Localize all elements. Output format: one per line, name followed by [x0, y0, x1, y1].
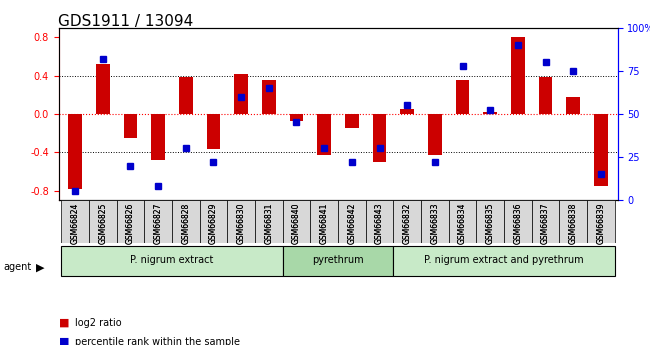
FancyBboxPatch shape: [89, 200, 116, 243]
Text: GSM66837: GSM66837: [541, 202, 550, 244]
Text: GSM66831: GSM66831: [265, 202, 273, 244]
Text: GSM66840: GSM66840: [292, 202, 301, 244]
Bar: [594, 114, 608, 186]
Text: GSM66842: GSM66842: [347, 202, 356, 244]
Text: ■: ■: [58, 337, 69, 345]
Bar: [484, 112, 497, 114]
Text: GSM66825: GSM66825: [98, 202, 107, 244]
Text: P. nigrum extract: P. nigrum extract: [130, 256, 214, 265]
FancyBboxPatch shape: [116, 200, 144, 243]
FancyBboxPatch shape: [283, 200, 310, 243]
Bar: [345, 114, 359, 128]
FancyBboxPatch shape: [366, 200, 393, 243]
Bar: [68, 114, 82, 189]
Text: GSM66828: GSM66828: [181, 202, 190, 244]
Text: GSM66826: GSM66826: [126, 202, 135, 244]
FancyBboxPatch shape: [448, 200, 476, 243]
FancyBboxPatch shape: [283, 246, 393, 276]
Text: P. nigrum extract and pyrethrum: P. nigrum extract and pyrethrum: [424, 256, 584, 265]
Bar: [151, 114, 165, 160]
Text: GSM66833: GSM66833: [430, 202, 439, 244]
Text: GSM66835: GSM66835: [486, 202, 495, 244]
Bar: [456, 80, 469, 114]
Text: ■: ■: [58, 318, 69, 328]
Text: GSM66834: GSM66834: [458, 202, 467, 244]
Text: log2 ratio: log2 ratio: [75, 318, 122, 328]
Bar: [428, 114, 442, 155]
FancyBboxPatch shape: [393, 200, 421, 243]
Text: ▶: ▶: [36, 263, 44, 272]
Text: GSM66839: GSM66839: [597, 202, 605, 244]
Text: GSM66840: GSM66840: [292, 202, 301, 244]
Text: GSM66842: GSM66842: [347, 202, 356, 244]
FancyBboxPatch shape: [200, 200, 227, 243]
Text: GSM66836: GSM66836: [514, 202, 523, 244]
Text: GSM66825: GSM66825: [98, 202, 107, 244]
Text: GSM66833: GSM66833: [430, 202, 439, 244]
Text: GSM66836: GSM66836: [514, 202, 523, 244]
Bar: [207, 114, 220, 149]
Bar: [400, 109, 414, 114]
FancyBboxPatch shape: [61, 200, 89, 243]
FancyBboxPatch shape: [393, 246, 615, 276]
FancyBboxPatch shape: [587, 200, 615, 243]
Bar: [372, 114, 387, 162]
Text: GDS1911 / 13094: GDS1911 / 13094: [58, 14, 194, 29]
Bar: [262, 80, 276, 114]
Text: GSM66837: GSM66837: [541, 202, 550, 244]
Text: agent: agent: [3, 263, 31, 272]
Text: GSM66835: GSM66835: [486, 202, 495, 244]
Text: pyrethrum: pyrethrum: [312, 256, 364, 265]
Bar: [234, 73, 248, 114]
Text: GSM66843: GSM66843: [375, 202, 384, 244]
FancyBboxPatch shape: [532, 200, 560, 243]
Bar: [96, 64, 110, 114]
Text: GSM66843: GSM66843: [375, 202, 384, 244]
Bar: [124, 114, 137, 138]
Text: GSM66831: GSM66831: [265, 202, 273, 244]
Bar: [179, 77, 192, 114]
FancyBboxPatch shape: [310, 200, 338, 243]
Text: GSM66827: GSM66827: [153, 202, 162, 244]
FancyBboxPatch shape: [338, 200, 366, 243]
Bar: [317, 114, 331, 155]
Bar: [511, 37, 525, 114]
Text: GSM66839: GSM66839: [597, 202, 605, 244]
FancyBboxPatch shape: [560, 200, 587, 243]
Text: GSM66829: GSM66829: [209, 202, 218, 244]
FancyBboxPatch shape: [144, 200, 172, 243]
Text: GSM66826: GSM66826: [126, 202, 135, 244]
Bar: [539, 77, 552, 114]
Text: GSM66838: GSM66838: [569, 202, 578, 244]
FancyBboxPatch shape: [504, 200, 532, 243]
Text: GSM66824: GSM66824: [71, 202, 79, 244]
Text: GSM66830: GSM66830: [237, 202, 246, 244]
Text: GSM66832: GSM66832: [403, 202, 411, 244]
Bar: [289, 114, 304, 120]
Text: GSM66830: GSM66830: [237, 202, 246, 244]
Text: GSM66832: GSM66832: [403, 202, 411, 244]
Text: GSM66838: GSM66838: [569, 202, 578, 244]
Text: GSM66828: GSM66828: [181, 202, 190, 244]
Text: GSM66827: GSM66827: [153, 202, 162, 244]
FancyBboxPatch shape: [172, 200, 200, 243]
Text: GSM66841: GSM66841: [320, 202, 329, 244]
FancyBboxPatch shape: [61, 246, 283, 276]
Text: GSM66834: GSM66834: [458, 202, 467, 244]
Text: percentile rank within the sample: percentile rank within the sample: [75, 337, 240, 345]
FancyBboxPatch shape: [255, 200, 283, 243]
Text: GSM66841: GSM66841: [320, 202, 329, 244]
FancyBboxPatch shape: [421, 200, 448, 243]
Text: GSM66829: GSM66829: [209, 202, 218, 244]
FancyBboxPatch shape: [476, 200, 504, 243]
Text: GSM66824: GSM66824: [71, 202, 79, 244]
Bar: [566, 97, 580, 114]
FancyBboxPatch shape: [227, 200, 255, 243]
